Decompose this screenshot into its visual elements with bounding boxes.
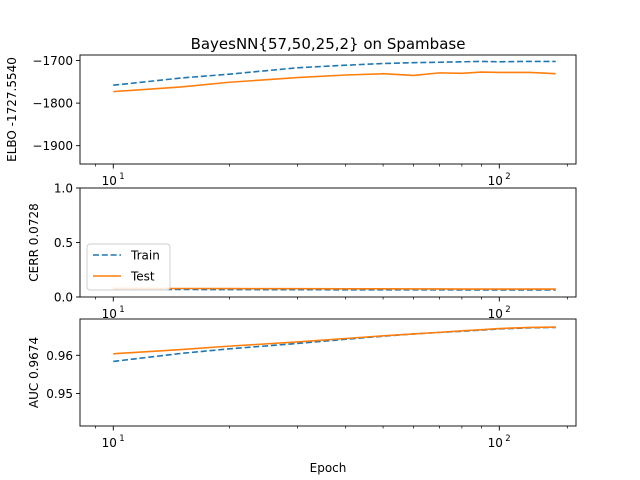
legend-label-train: Train bbox=[130, 249, 160, 263]
y-tick-label: −1900 bbox=[32, 139, 73, 153]
x-tick-label-exponent: 2 bbox=[505, 172, 510, 182]
x-tick-label: 10 bbox=[102, 174, 117, 188]
y-tick-label: 0.0 bbox=[54, 291, 73, 305]
x-tick-label-exponent: 1 bbox=[119, 305, 124, 315]
legend: Train Test bbox=[86, 243, 171, 291]
x-tick-label-exponent: 1 bbox=[119, 434, 124, 444]
x-tick-label: 10 bbox=[102, 307, 117, 321]
x-tick-label-exponent: 2 bbox=[505, 434, 510, 444]
y-tick-label: 1.0 bbox=[54, 182, 73, 196]
y-tick-label: 0.5 bbox=[54, 236, 73, 250]
x-axis-label: Epoch bbox=[310, 461, 347, 475]
y-axis-label: AUC 0.9674 bbox=[27, 337, 41, 408]
y-axis-label: CERR 0.0728 bbox=[27, 203, 41, 281]
x-tick-label-exponent: 2 bbox=[505, 305, 510, 315]
x-tick-label: 10 bbox=[488, 436, 503, 450]
x-tick-label-exponent: 1 bbox=[119, 172, 124, 182]
axes-frame bbox=[79, 54, 577, 165]
series-line-test bbox=[113, 287, 556, 290]
x-tick-label: 10 bbox=[488, 307, 503, 321]
y-tick-label: −1700 bbox=[32, 54, 73, 68]
series-line-train bbox=[113, 60, 556, 87]
legend-label-test: Test bbox=[130, 270, 155, 284]
series-group bbox=[113, 326, 556, 363]
y-tick-label: 0.96 bbox=[46, 349, 73, 363]
y-axis-label: ELBO -1727.5540 bbox=[5, 57, 19, 162]
x-tick-label: 10 bbox=[102, 436, 117, 450]
y-tick-label: −1800 bbox=[32, 97, 73, 111]
series-line-test bbox=[113, 71, 556, 93]
series-group bbox=[113, 60, 556, 93]
axes-frame bbox=[79, 318, 577, 427]
series-group bbox=[113, 287, 556, 291]
chart-title: BayesNN{57,50,25,2} on Spambase bbox=[191, 35, 466, 53]
series-line-test bbox=[113, 326, 556, 355]
y-tick-label: 0.95 bbox=[46, 387, 73, 401]
series-line-train bbox=[113, 288, 556, 291]
x-tick-label: 10 bbox=[488, 174, 503, 188]
